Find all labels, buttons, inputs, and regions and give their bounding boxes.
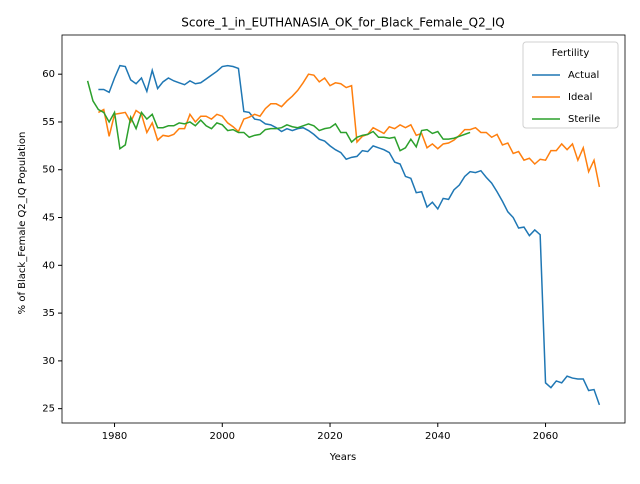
legend-box bbox=[522, 41, 619, 129]
chart-title: Score_1_in_EUTHANASIA_OK_for_Black_Femal… bbox=[181, 16, 504, 30]
plot-frame bbox=[61, 34, 626, 424]
legend-label: Ideal bbox=[568, 92, 592, 103]
y-tick-label: 60 bbox=[42, 69, 55, 80]
y-axis-label: % of Black_Female Q2_IQ Population bbox=[17, 132, 28, 315]
y-tick-label: 55 bbox=[42, 117, 55, 128]
line bbox=[86, 80, 471, 152]
y-tick-label: 50 bbox=[42, 165, 55, 176]
x-tick-label: 2020 bbox=[317, 431, 342, 442]
y-tick-label: 25 bbox=[42, 404, 55, 415]
x-tick-label: 2000 bbox=[210, 431, 235, 442]
x-axis-label: Years bbox=[329, 452, 356, 463]
line bbox=[98, 73, 601, 188]
legend-label: Sterile bbox=[568, 114, 600, 125]
line bbox=[98, 64, 601, 406]
legend-label: Actual bbox=[568, 70, 599, 81]
x-tick-label: 2060 bbox=[533, 431, 558, 442]
y-tick-label: 45 bbox=[42, 213, 55, 224]
x-tick-label: 2040 bbox=[425, 431, 450, 442]
y-tick-label: 35 bbox=[42, 308, 55, 319]
y-tick-label: 30 bbox=[42, 356, 55, 367]
x-tick-label: 1980 bbox=[102, 431, 127, 442]
y-tick-label: 40 bbox=[42, 260, 55, 271]
legend-title: Fertility bbox=[552, 48, 590, 59]
